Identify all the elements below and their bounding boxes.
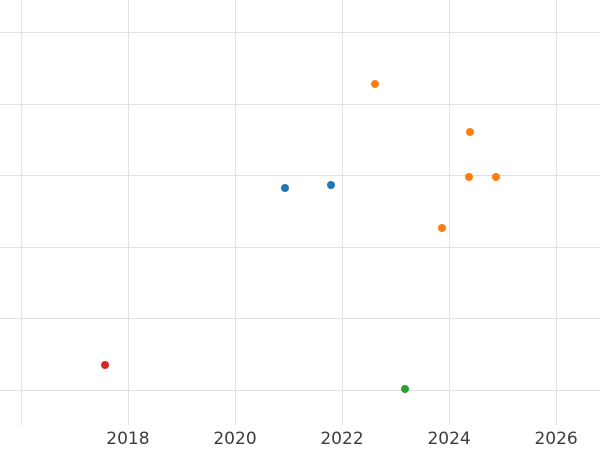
horizontal-gridline — [0, 318, 600, 320]
vertical-gridline — [449, 0, 451, 425]
horizontal-gridline — [0, 32, 600, 34]
scatter-point-series-green — [401, 385, 410, 394]
scatter-point-series-orange — [492, 173, 501, 182]
scatter-point-series-orange — [371, 80, 380, 89]
x-tick-label: 2026 — [534, 429, 578, 449]
vertical-gridline — [20, 0, 22, 425]
vertical-gridline — [235, 0, 236, 425]
x-tick-label: 2018 — [106, 429, 150, 449]
horizontal-gridline — [0, 246, 600, 248]
scatter-point-series-orange — [438, 223, 447, 232]
x-tick-label: 2020 — [213, 429, 257, 449]
horizontal-gridline — [0, 103, 600, 105]
scatter-point-series-orange — [465, 127, 474, 136]
vertical-gridline — [342, 0, 343, 425]
x-tick-label: 2022 — [320, 429, 364, 449]
horizontal-gridline — [0, 389, 600, 391]
vertical-gridline — [556, 0, 558, 425]
x-tick-label: 2024 — [427, 429, 471, 449]
vertical-gridline — [127, 0, 129, 425]
horizontal-gridline — [0, 175, 600, 177]
scatter-point-series-red — [100, 360, 109, 369]
scatter-point-series-blue — [326, 180, 335, 189]
scatter-point-series-orange — [464, 172, 473, 181]
scatter-point-series-blue — [280, 183, 289, 192]
plot-area — [0, 0, 600, 425]
